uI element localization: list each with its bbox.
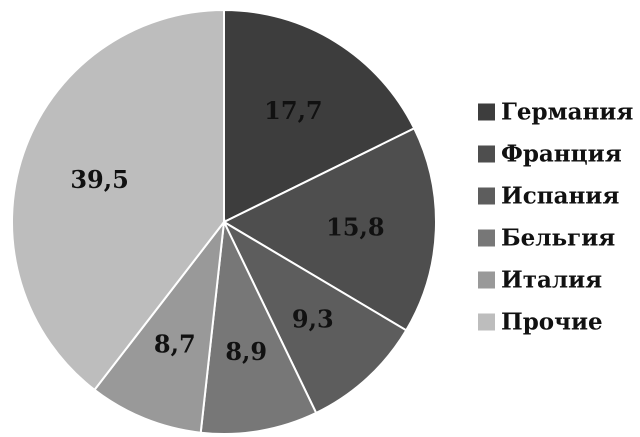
pie-data-label-6: 39,5 (70, 165, 128, 194)
pie-data-labels: 17,7 15,8 9,3 8,9 8,7 39,5 (70, 96, 384, 366)
legend-label-2: Франция (501, 141, 622, 168)
legend: Германия Франция Испания Бельгия Италия Прочи… (478, 99, 633, 336)
legend-label-4: Бельгия (501, 225, 615, 252)
legend-label-3: Испания (501, 183, 619, 210)
pie-slice-6 (11, 8, 225, 392)
legend-swatch-3 (478, 187, 495, 205)
pie-data-label-5: 8,7 (154, 329, 196, 358)
pie-slice-2 (221, 127, 437, 332)
pie-slice-5 (93, 218, 226, 434)
pie-slice-1 (223, 8, 416, 224)
pie-slices (11, 8, 437, 436)
pie-data-label-1: 17,7 (264, 96, 322, 125)
legend-swatch-4 (478, 229, 495, 247)
legend-swatch-1 (478, 103, 495, 121)
legend-label-5: Италия (501, 267, 602, 294)
legend-swatch-5 (478, 271, 495, 289)
legend-label-6: Прочие (501, 309, 603, 336)
pie-data-label-4: 8,9 (225, 337, 267, 366)
pie-slice-4 (199, 218, 318, 436)
pie-data-label-2: 15,8 (326, 213, 384, 242)
pie-slice-3 (221, 219, 408, 415)
legend-label-1: Германия (501, 99, 633, 126)
legend-swatch-2 (478, 145, 495, 163)
pie-data-label-3: 9,3 (292, 304, 334, 333)
legend-swatch-6 (478, 313, 495, 331)
